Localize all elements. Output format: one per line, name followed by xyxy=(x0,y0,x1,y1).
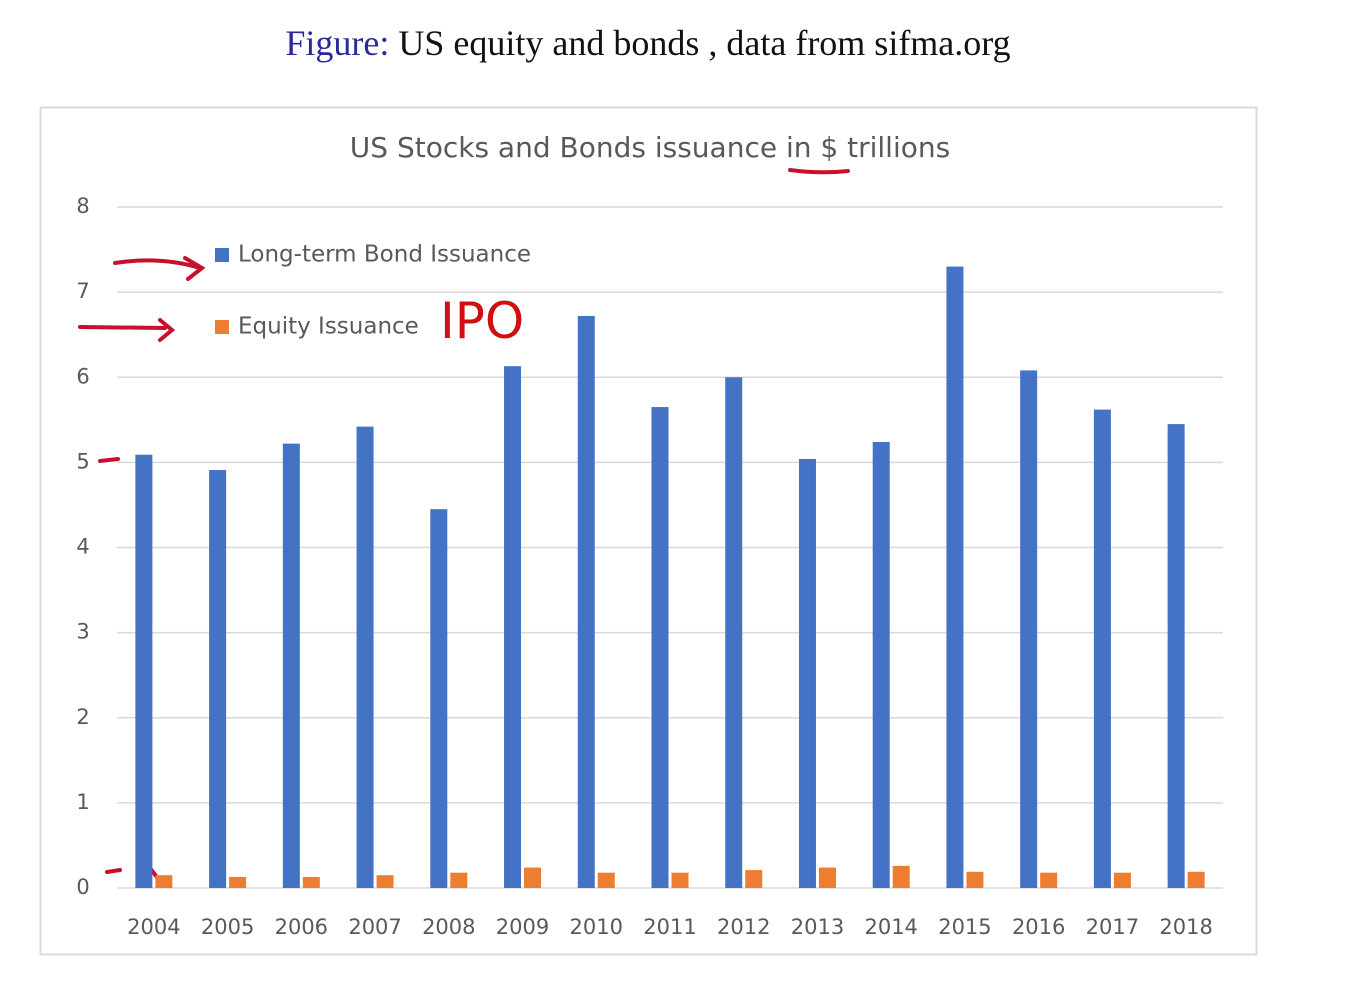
x-tick-label: 2017 xyxy=(1086,915,1139,939)
bar xyxy=(725,377,743,888)
bar xyxy=(671,872,689,888)
y-tick-label: 1 xyxy=(76,790,89,814)
bar xyxy=(798,458,816,888)
x-tick-label: 2010 xyxy=(570,915,623,939)
ink-arrow xyxy=(78,318,176,342)
bar xyxy=(155,875,173,888)
ink-dash xyxy=(98,457,120,463)
bar xyxy=(1040,872,1058,888)
bar xyxy=(577,315,595,889)
bar xyxy=(524,867,542,888)
bar xyxy=(745,870,763,888)
y-tick-label: 0 xyxy=(76,875,89,899)
bar xyxy=(946,266,964,888)
bar xyxy=(966,871,984,888)
bar xyxy=(430,509,448,888)
y-tick-label: 3 xyxy=(76,620,89,644)
bar xyxy=(209,470,227,888)
y-tick-label: 2 xyxy=(76,705,89,729)
bar xyxy=(450,872,468,888)
bar xyxy=(1187,871,1205,888)
ink-marks xyxy=(78,168,850,886)
chart-title: US Stocks and Bonds issuance in $ trilli… xyxy=(350,131,950,164)
x-tick-label: 2007 xyxy=(348,915,401,939)
x-tick-label: 2014 xyxy=(864,915,917,939)
bar xyxy=(356,426,374,888)
ink-underline xyxy=(788,168,850,175)
y-tick-label: 4 xyxy=(76,535,89,559)
chart-frame xyxy=(39,106,1258,956)
bar xyxy=(229,876,247,888)
bar xyxy=(1093,409,1111,888)
x-tick-label: 2016 xyxy=(1012,915,1065,939)
x-tick-label: 2012 xyxy=(717,915,770,939)
caption: Figure: US equity and bonds , data from … xyxy=(285,23,1010,63)
bar xyxy=(1167,424,1185,888)
x-tick-label: 2005 xyxy=(201,915,254,939)
annotation: IPO xyxy=(440,292,524,350)
bar xyxy=(135,454,153,888)
caption-text: US equity and bonds , data from sifma.or… xyxy=(398,23,1010,63)
bar xyxy=(376,875,394,888)
x-tick-label: 2011 xyxy=(643,915,696,939)
x-tick-label: 2008 xyxy=(422,915,475,939)
bar xyxy=(651,407,669,888)
x-tick-label: 2009 xyxy=(496,915,549,939)
ink-arrow xyxy=(113,256,206,281)
caption-label: Figure: xyxy=(285,23,389,63)
legend-label: Long-term Bond Issuance xyxy=(238,242,531,268)
y-tick-label: 5 xyxy=(76,449,89,473)
bar xyxy=(1020,370,1038,888)
y-tick-label: 8 xyxy=(76,194,89,218)
y-tick-label: 7 xyxy=(76,279,89,303)
bar xyxy=(282,443,300,888)
legend-label: Equity Issuance xyxy=(238,314,419,340)
legend-swatch xyxy=(215,248,229,262)
bar xyxy=(597,872,615,888)
x-tick-label: 2006 xyxy=(275,915,328,939)
bar xyxy=(892,865,910,888)
bar xyxy=(302,876,320,888)
x-tick-label: 2018 xyxy=(1159,915,1212,939)
bar xyxy=(818,867,836,888)
bar xyxy=(504,366,522,889)
y-tick-label: 6 xyxy=(76,364,89,388)
x-tick-label: 2015 xyxy=(938,915,991,939)
bar xyxy=(1113,872,1131,888)
bar xyxy=(872,441,890,888)
x-tick-label: 2013 xyxy=(791,915,844,939)
x-tick-label: 2004 xyxy=(127,915,180,939)
legend-swatch xyxy=(215,320,229,334)
